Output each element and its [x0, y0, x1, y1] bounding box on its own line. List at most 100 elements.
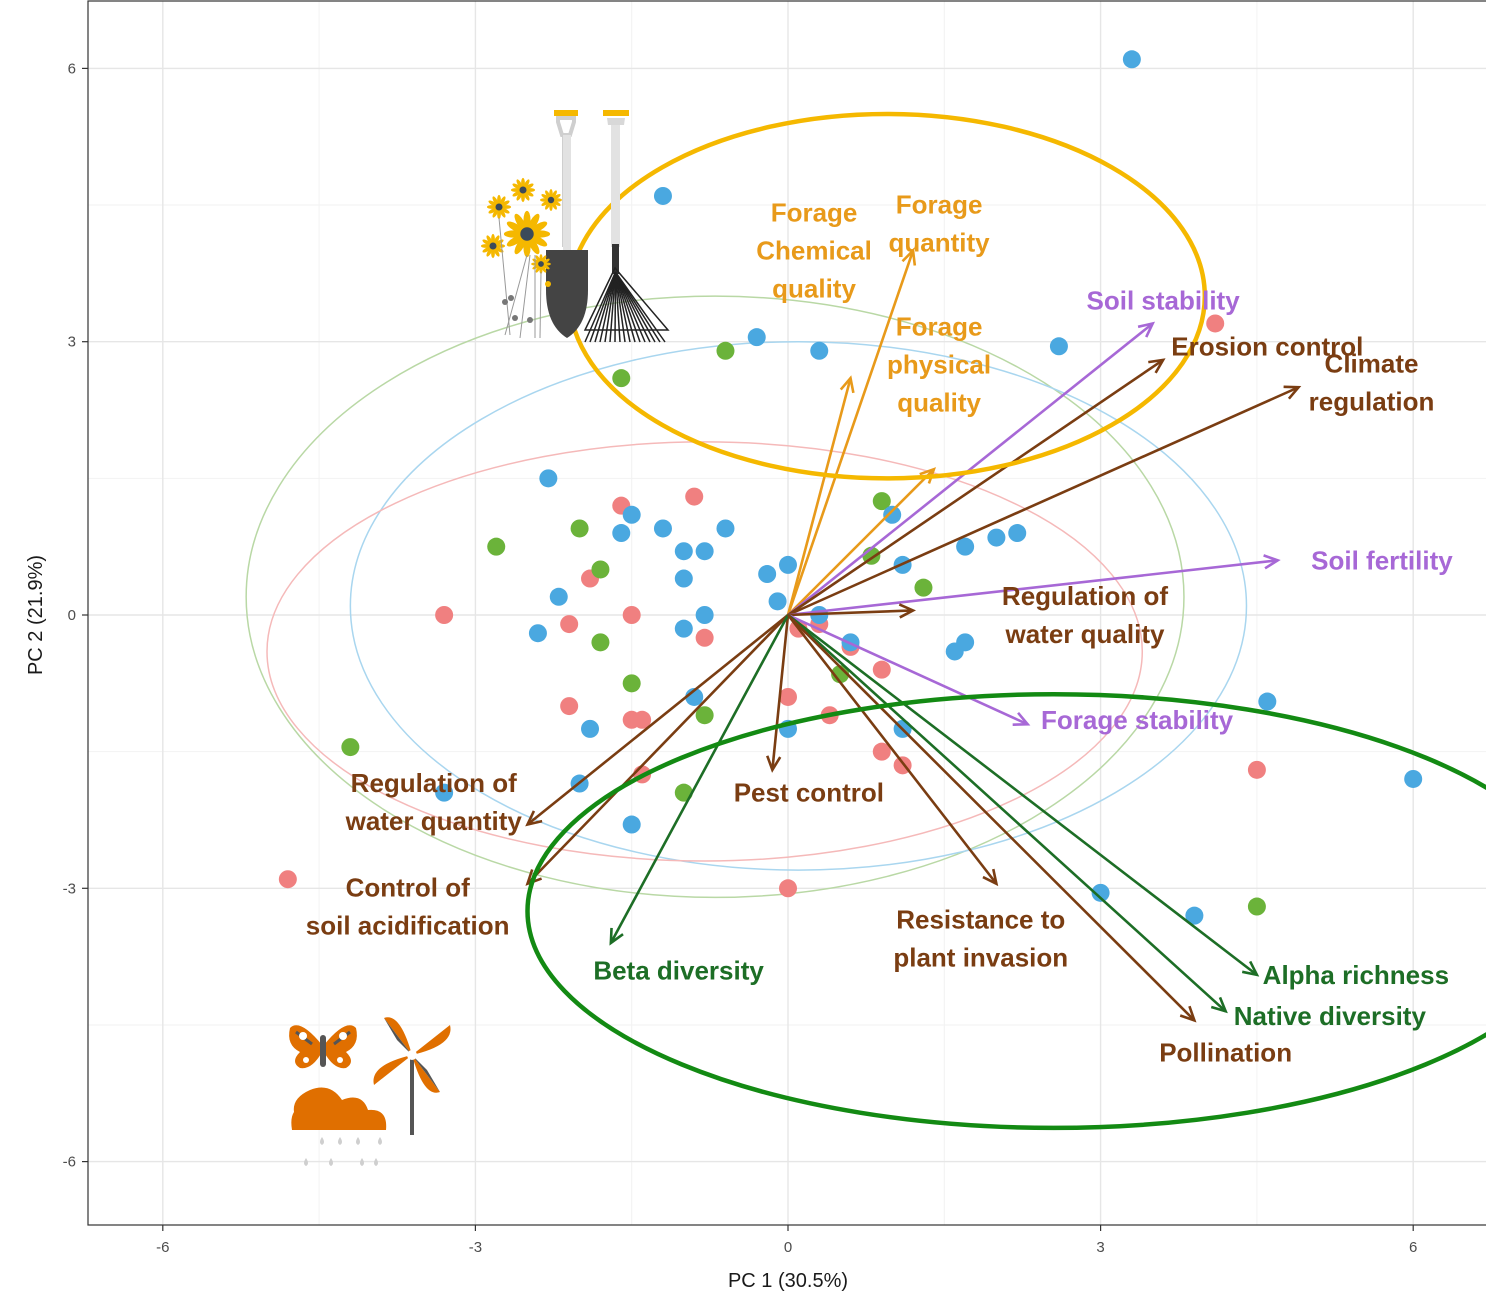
point-blue	[622, 815, 641, 834]
point-red	[278, 870, 297, 889]
loading-vectors	[525, 247, 1302, 1023]
vector-label-line: Alpha richness	[1263, 960, 1449, 990]
vector-label: Pest control	[734, 778, 884, 808]
vector-label: Forage physical quality	[887, 311, 991, 417]
point-blue	[883, 505, 902, 524]
point-blue	[539, 469, 558, 488]
vector-label-line: plant invasion	[893, 942, 1068, 972]
vector-arrow	[787, 613, 1258, 976]
vector-arrow	[526, 613, 789, 826]
point-blue	[549, 587, 568, 606]
point-red	[633, 710, 652, 729]
vector-arrow	[787, 614, 1196, 1022]
vector-label: Resistance to plant invasion	[893, 904, 1068, 972]
ellipse-blue	[349, 340, 1248, 871]
vector-label-line: Forage	[896, 311, 983, 341]
vector-label-line: Regulation of	[1002, 581, 1168, 611]
vector-label-line: Soil stability	[1087, 286, 1241, 316]
vector-label-line: Forage	[771, 198, 858, 228]
point-blue	[758, 565, 777, 584]
point-green	[591, 560, 610, 579]
point-red	[779, 879, 797, 898]
point-red	[560, 697, 579, 716]
vector-arrow	[787, 386, 1300, 617]
point-blue	[1185, 906, 1204, 925]
point-blue	[1258, 692, 1277, 711]
vector-arrow	[787, 613, 1029, 726]
vector-label-line: Regulation of	[351, 768, 517, 798]
x-tick-label: 0	[784, 1239, 792, 1256]
point-blue	[987, 528, 1006, 547]
vector-arrowhead	[982, 868, 999, 887]
vector-label-line: Pollination	[1159, 1037, 1292, 1067]
vector-label: Pollination	[1159, 1037, 1292, 1067]
x-axis-title: PC 1 (30.5%)	[728, 1270, 848, 1292]
vector-label: Regulation of water quantity	[345, 768, 523, 836]
point-blue	[653, 186, 672, 205]
vector-label: Forage stability	[1041, 705, 1234, 735]
point-red	[872, 660, 891, 679]
point-blue	[1404, 769, 1423, 788]
vector-arrowhead	[1137, 321, 1156, 338]
vector-label: Native diversity	[1234, 1001, 1427, 1031]
point-green	[716, 341, 735, 360]
point-blue	[768, 592, 787, 611]
vector-arrowhead	[1210, 996, 1228, 1014]
vector-label-line: water quantity	[345, 806, 523, 836]
point-blue	[810, 341, 829, 360]
point-green	[622, 674, 641, 693]
y-axis-title: PC 2 (21.9%)	[25, 555, 47, 675]
point-green	[612, 369, 631, 388]
point-blue	[779, 555, 797, 574]
point-blue	[528, 624, 547, 643]
y-tick-label: -3	[63, 880, 76, 897]
vector-arrowhead	[898, 603, 917, 619]
vector-arrow	[786, 377, 852, 616]
vector-arrow	[787, 609, 914, 617]
point-blue	[1049, 337, 1068, 356]
point-red	[1206, 314, 1225, 333]
point-blue	[581, 719, 600, 738]
vector-label-line: water quality	[1005, 619, 1165, 649]
vector-arrow	[771, 614, 790, 771]
y-tick-label: 6	[68, 60, 76, 77]
vector-arrowhead	[1148, 358, 1166, 374]
vector-arrow	[609, 614, 790, 944]
vector-label-line: Forage	[896, 189, 983, 219]
point-green	[872, 492, 891, 511]
vector-arrowhead	[1179, 1005, 1197, 1023]
point-blue	[1008, 524, 1027, 543]
x-axis-ticks: -6 -3 0 3 6	[156, 1225, 1417, 1256]
vector-label-line: regulation	[1309, 387, 1435, 417]
vector-arrow	[787, 559, 1278, 617]
vector-arrowhead	[1241, 960, 1260, 977]
vector-label: Alpha richness	[1263, 960, 1449, 990]
point-red	[560, 615, 579, 634]
vector-arrowhead	[609, 927, 624, 946]
vector-arrowhead	[525, 810, 543, 827]
point-green	[341, 738, 360, 757]
vector-label: Beta diversity	[593, 955, 764, 985]
butterfly-pinwheel-rain-icon	[289, 1017, 451, 1166]
point-blue	[674, 569, 693, 588]
vector-label-line: Control of	[346, 873, 471, 903]
vector-label-line: quantity	[889, 227, 991, 257]
point-red	[872, 742, 891, 761]
vector-label-line: quality	[772, 274, 856, 304]
x-tick-label: -3	[469, 1239, 482, 1256]
point-blue	[695, 606, 714, 624]
point-red	[695, 628, 714, 647]
point-red	[1247, 760, 1266, 779]
shovel-rake-flowers-icon	[480, 110, 670, 343]
biodiversity-highlight	[525, 692, 1486, 1131]
vector-arrowhead	[1012, 711, 1031, 726]
vector-arrow	[787, 322, 1154, 617]
point-green	[695, 706, 714, 725]
point-blue	[622, 505, 641, 524]
ellipse-red	[266, 441, 1144, 862]
vector-arrowhead	[766, 755, 782, 773]
y-tick-label: 3	[68, 334, 76, 351]
point-blue	[1122, 50, 1141, 69]
